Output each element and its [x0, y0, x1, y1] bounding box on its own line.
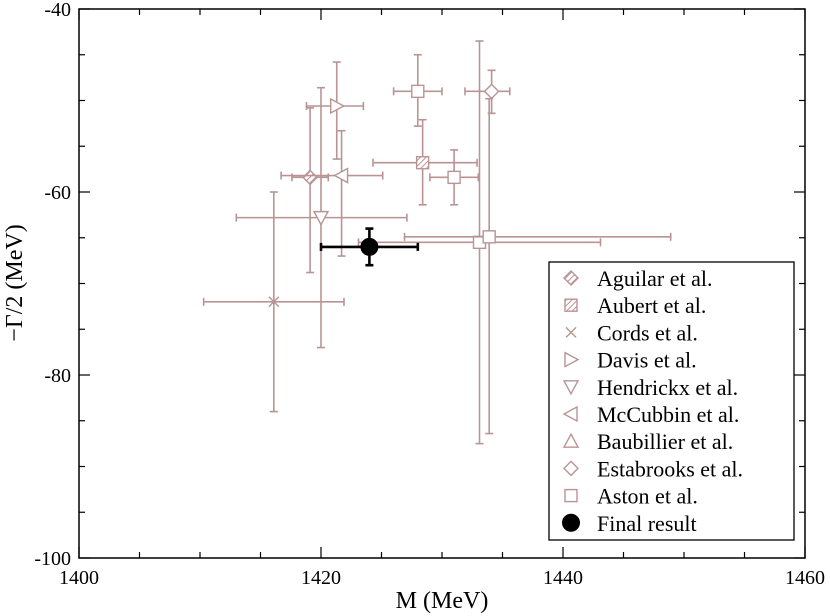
data-point-davis-et-al — [305, 61, 365, 160]
x-tick-label: 1420 — [301, 567, 341, 589]
marker-final-result — [360, 237, 379, 256]
legend-label: Cords et al. — [597, 320, 698, 345]
x-tick-label: 1440 — [543, 567, 583, 589]
legend-item: Aubert et al. — [564, 293, 706, 318]
data-point-aston-et-al — [357, 40, 602, 445]
data-point-cords-et-al — [202, 191, 345, 413]
data-point-estabrooks-et-al — [464, 69, 511, 115]
data-point-aston-et-al — [403, 97, 672, 435]
data-point-mccubbin-et-al — [280, 129, 384, 257]
legend-label: McCubbin et al. — [597, 402, 739, 427]
legend-label: Estabrooks et al. — [597, 456, 743, 481]
legend-label: Aubert et al. — [597, 293, 706, 318]
y-axis-title: −Γ/2 (MeV) — [2, 224, 28, 341]
marker-aston-et-al — [482, 230, 496, 244]
legend-marker — [564, 298, 578, 312]
data-point-final-result — [319, 227, 420, 267]
marker-hendrickx-et-al — [312, 210, 330, 227]
y-tick-label: -60 — [44, 182, 71, 204]
legend-marker — [563, 270, 579, 286]
legend-item: Baubillier et al. — [562, 429, 733, 454]
marker-aston-et-al — [447, 170, 461, 185]
y-tick-label: -100 — [34, 548, 71, 570]
legend-marker — [565, 326, 577, 338]
x-tick-label: 1460 — [785, 567, 825, 589]
legend-item: Final result — [562, 511, 697, 536]
legend-item: Aston et al. — [564, 484, 698, 509]
legend-label: Davis et al. — [597, 348, 697, 373]
legend-marker — [562, 405, 578, 423]
legend-label: Aguilar et al. — [597, 266, 712, 291]
marker-cords-et-al — [268, 296, 280, 308]
data-point-aston-et-al — [429, 149, 480, 206]
legend-marker — [564, 488, 578, 503]
marker-davis-et-al — [330, 97, 346, 115]
legend-label: Baubillier et al. — [597, 429, 733, 454]
x-axis-title: M (MeV) — [396, 588, 489, 614]
legend-label: Final result — [597, 511, 697, 536]
legend-marker — [564, 351, 580, 368]
marker-aubert-et-al — [415, 156, 430, 170]
y-tick-label: -40 — [44, 0, 71, 21]
legend-item: Hendrickx et al. — [562, 375, 738, 400]
legend-box — [548, 261, 795, 541]
marker-mccubbin-et-al — [333, 167, 349, 184]
legend-item: McCubbin et al. — [562, 402, 739, 427]
data-point-aston-et-al — [392, 53, 443, 127]
y-tick-label: -80 — [44, 365, 71, 387]
legend-marker — [562, 513, 580, 532]
legend-marker — [562, 432, 580, 448]
x-tick-label: 1400 — [59, 567, 99, 589]
legend-item: Aguilar et al. — [563, 266, 712, 291]
legend-marker — [562, 380, 580, 396]
legend-item: Estabrooks et al. — [563, 456, 743, 481]
legend-item: Cords et al. — [565, 320, 698, 345]
legend-marker — [563, 460, 579, 477]
marker-estabrooks-et-al — [483, 83, 500, 100]
marker-aston-et-al — [411, 84, 425, 99]
marker-aguilar-et-al — [302, 169, 319, 186]
legend-label: Aston et al. — [597, 484, 698, 509]
data-point-hendrickx-et-al — [235, 86, 408, 349]
legend-label: Hendrickx et al. — [597, 375, 738, 400]
legend-item: Davis et al. — [564, 348, 697, 373]
data-point-aubert-et-al — [372, 118, 478, 206]
